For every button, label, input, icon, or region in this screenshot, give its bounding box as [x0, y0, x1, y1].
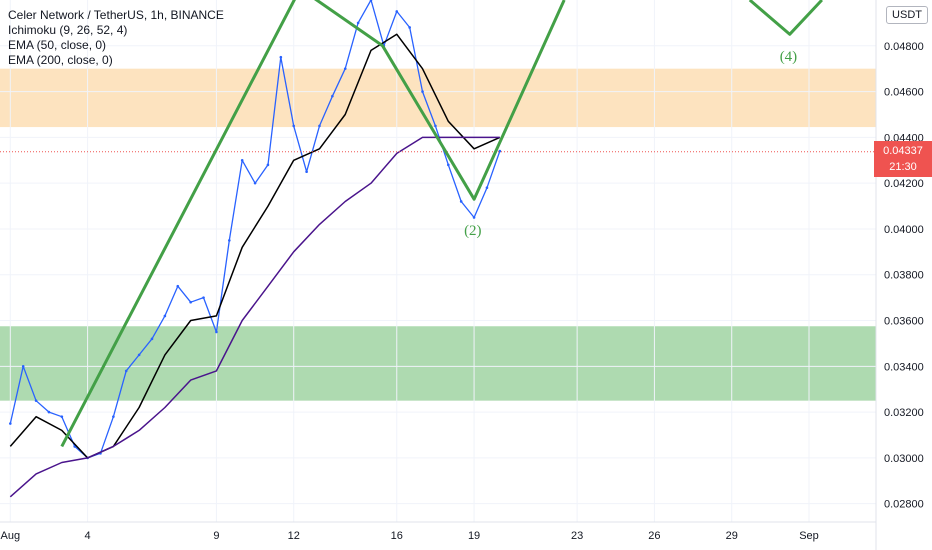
elliott-wave-path — [60, 0, 566, 448]
y-tick-label: 0.03400 — [884, 361, 924, 373]
price-point — [395, 10, 399, 13]
price-point — [47, 410, 51, 414]
price-point — [356, 21, 360, 25]
price-point — [9, 422, 12, 425]
price-point — [112, 415, 115, 418]
price-point — [163, 314, 167, 318]
x-tick-label: 12 — [288, 530, 300, 542]
x-tick-label: 4 — [85, 530, 91, 542]
price-point — [408, 26, 411, 29]
bar-countdown: 21:30 — [889, 161, 917, 173]
resistance-zone — [0, 68, 876, 128]
price-point — [421, 90, 424, 93]
wave-label-2: (2) — [464, 223, 482, 240]
price-point — [137, 353, 141, 357]
price-point — [228, 239, 231, 242]
price-point — [240, 158, 244, 162]
price-point — [305, 170, 308, 174]
price-point — [434, 124, 437, 128]
last-price-tag: 0.04337 21:30 — [874, 141, 932, 177]
price-point — [176, 284, 180, 288]
indicator-ema200[interactable]: EMA (200, close, 0) — [8, 53, 113, 67]
price-point — [279, 55, 283, 59]
price-point — [150, 337, 154, 341]
x-tick-label: Aug — [1, 530, 21, 542]
price-point — [215, 330, 218, 334]
elliott-wave-path-4 — [748, 0, 823, 36]
price-point — [331, 94, 334, 98]
indicator-ema50[interactable]: EMA (50, close, 0) — [8, 38, 107, 52]
price-point — [343, 67, 347, 70]
price-point — [34, 399, 38, 402]
price-point — [472, 216, 476, 219]
price-point — [498, 149, 502, 153]
x-tick-label: 9 — [213, 530, 219, 542]
x-tick-label: 16 — [391, 530, 403, 542]
y-tick-label: 0.04800 — [884, 41, 924, 53]
x-tick-label: 23 — [571, 530, 583, 542]
wave-label-4: (4) — [779, 49, 798, 66]
y-tick-label: 0.04000 — [884, 224, 924, 236]
price-point — [60, 415, 64, 418]
price-point — [202, 296, 205, 299]
chart-legend: Celer Network / TetherUS, 1h, BINANCE Ic… — [8, 8, 224, 68]
y-tick-label: 0.04600 — [884, 87, 924, 99]
price-point — [292, 124, 296, 128]
price-point — [459, 200, 463, 203]
x-tick-label: 29 — [726, 530, 738, 542]
price-point — [21, 365, 25, 368]
price-point — [253, 181, 257, 185]
x-tick-label: Sep — [799, 530, 819, 542]
y-tick-label: 0.03200 — [884, 407, 924, 419]
price-point — [189, 300, 192, 304]
y-tick-label: 0.04200 — [884, 178, 924, 190]
support-zone — [0, 326, 876, 401]
symbol-title: Celer Network / TetherUS, 1h, BINANCE — [8, 8, 224, 22]
indicator-ichimoku[interactable]: Ichimoku (9, 26, 52, 4) — [8, 23, 128, 37]
price-point — [485, 186, 489, 190]
x-tick-label: 19 — [468, 530, 480, 542]
y-tick-label: 0.03800 — [884, 270, 924, 282]
y-tick-label: 0.02800 — [884, 499, 924, 511]
price-point — [124, 369, 128, 373]
currency-button[interactable]: USDT — [886, 6, 928, 24]
price-point — [266, 163, 270, 167]
y-tick-label: 0.03600 — [884, 316, 924, 328]
x-tick-label: 26 — [648, 530, 660, 542]
y-tick-label: 0.03000 — [884, 453, 924, 465]
last-price-value: 0.04337 — [883, 145, 923, 157]
price-point — [447, 163, 450, 167]
ema200-line — [9, 136, 500, 498]
price-point — [318, 124, 321, 128]
price-point — [369, 0, 373, 2]
